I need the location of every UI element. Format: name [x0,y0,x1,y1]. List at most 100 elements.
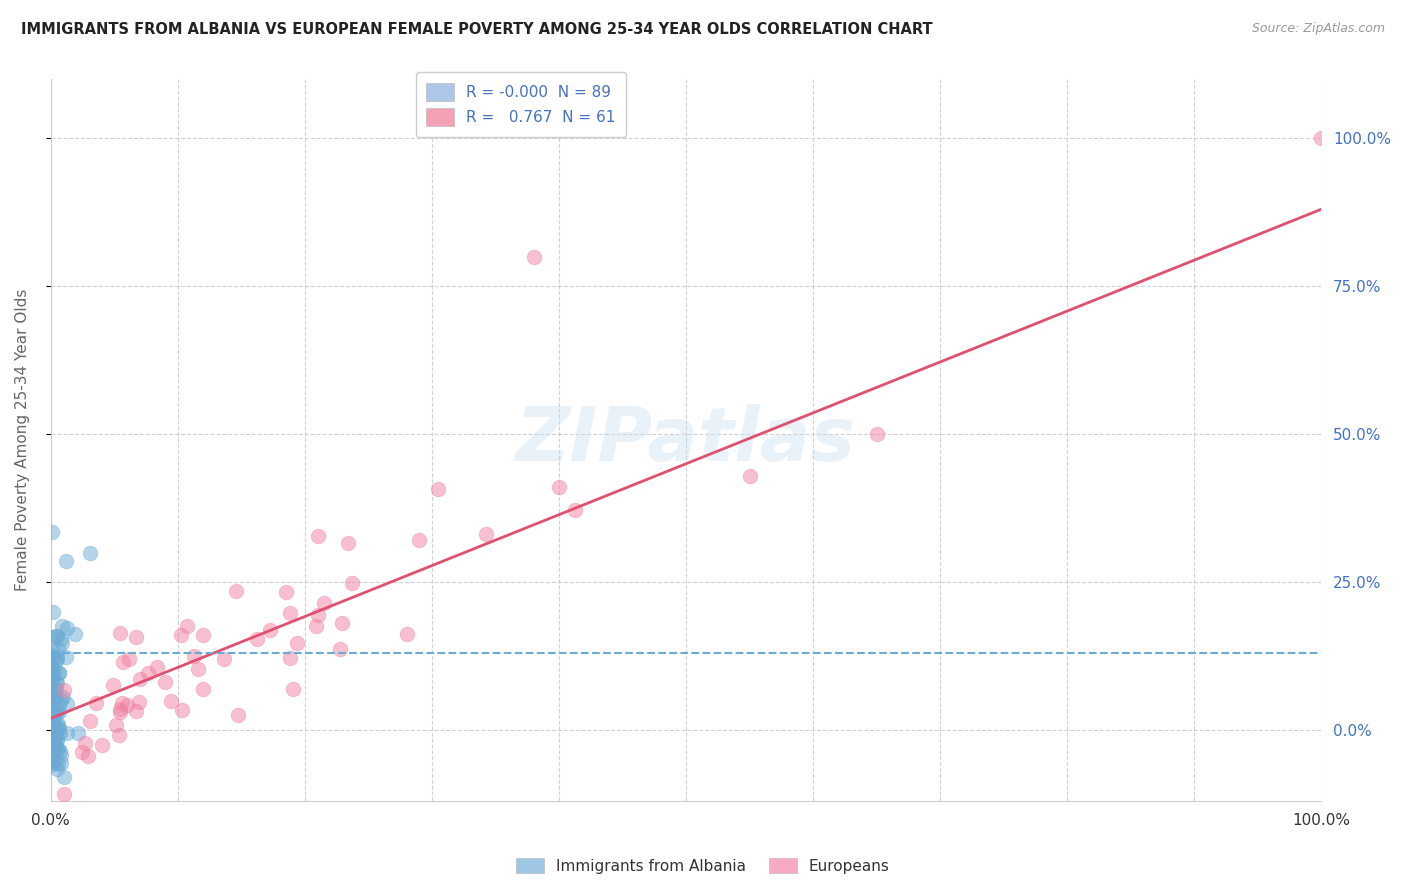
Point [48,698,70,712]
Point [305,619,328,633]
Point [41,688,63,702]
Point [46,652,69,666]
Point [46,757,69,772]
Point [408,533,430,547]
Point [45,741,67,756]
Point [45,648,67,663]
Point [395,627,418,641]
Point [45,705,67,719]
Point [52,690,75,705]
Point [49,744,72,758]
Text: IMMIGRANTS FROM ALBANIA VS EUROPEAN FEMALE POVERTY AMONG 25-34 YEAR OLDS CORRELA: IMMIGRANTS FROM ALBANIA VS EUROPEAN FEMA… [21,22,932,37]
Point [39,668,62,682]
Point [276,585,298,599]
Point [307,607,329,622]
Point [191,681,214,696]
Point [46,676,69,690]
Point [176,619,198,633]
Point [118,652,141,666]
Legend: R = -0.000  N = 89, R =   0.767  N = 61: R = -0.000 N = 89, R = 0.767 N = 61 [416,72,626,136]
Point [51,619,73,633]
Point [39,720,62,734]
Point [44,664,66,678]
Point [44,681,66,696]
Point [46,719,69,733]
Point [42,689,65,703]
Point [41,733,63,747]
Point [212,651,235,665]
Text: ZIPatlas: ZIPatlas [516,403,856,476]
Point [44,705,66,719]
Point [160,694,183,708]
Point [42,732,65,747]
Point [48,666,70,681]
Point [67,726,90,740]
Point [45,732,67,747]
Point [46,732,69,747]
Point [41,673,63,687]
Point [564,503,586,517]
Point [42,692,65,706]
Text: Source: ZipAtlas.com: Source: ZipAtlas.com [1251,22,1385,36]
Point [278,651,301,665]
Point [225,584,247,599]
Point [52,682,75,697]
Point [39,731,62,745]
Point [48,665,70,680]
Point [125,704,148,718]
Point [51,747,73,762]
Point [246,632,269,647]
Point [46,742,69,756]
Point [283,682,305,697]
Point [228,707,250,722]
Point [79,714,101,728]
Point [307,529,329,543]
Point [41,643,63,657]
Point [146,660,169,674]
Point [39,660,62,674]
Point [41,717,63,731]
Point [65,627,87,641]
Point [111,696,134,710]
Point [48,722,70,736]
Legend: Immigrants from Albania, Europeans: Immigrants from Albania, Europeans [510,852,896,880]
Point [42,755,65,769]
Point [475,527,498,541]
Point [75,736,97,750]
Point [172,703,194,717]
Point [42,733,65,747]
Point [41,665,63,679]
Point [111,655,134,669]
Point [187,662,209,676]
Point [53,787,76,801]
Point [329,642,352,657]
Point [39,703,62,717]
Point [44,743,66,757]
Point [45,675,67,690]
Point [70,745,93,759]
Point [128,695,150,709]
Point [77,748,100,763]
Point [55,554,77,568]
Point [42,688,65,702]
Point [337,536,360,550]
Point [108,728,131,742]
Point [39,726,62,740]
Point [105,717,128,731]
Point [39,648,62,662]
Point [128,672,150,686]
Point [738,468,761,483]
Point [48,717,70,731]
Point [45,690,67,705]
Point [42,703,65,717]
Y-axis label: Female Poverty Among 25-34 Year Olds: Female Poverty Among 25-34 Year Olds [15,289,30,591]
Point [44,736,66,750]
Point [41,741,63,756]
Point [41,524,63,539]
Point [522,250,544,264]
Point [41,684,63,698]
Point [45,654,67,668]
Point [41,729,63,743]
Point [41,671,63,685]
Point [41,658,63,673]
